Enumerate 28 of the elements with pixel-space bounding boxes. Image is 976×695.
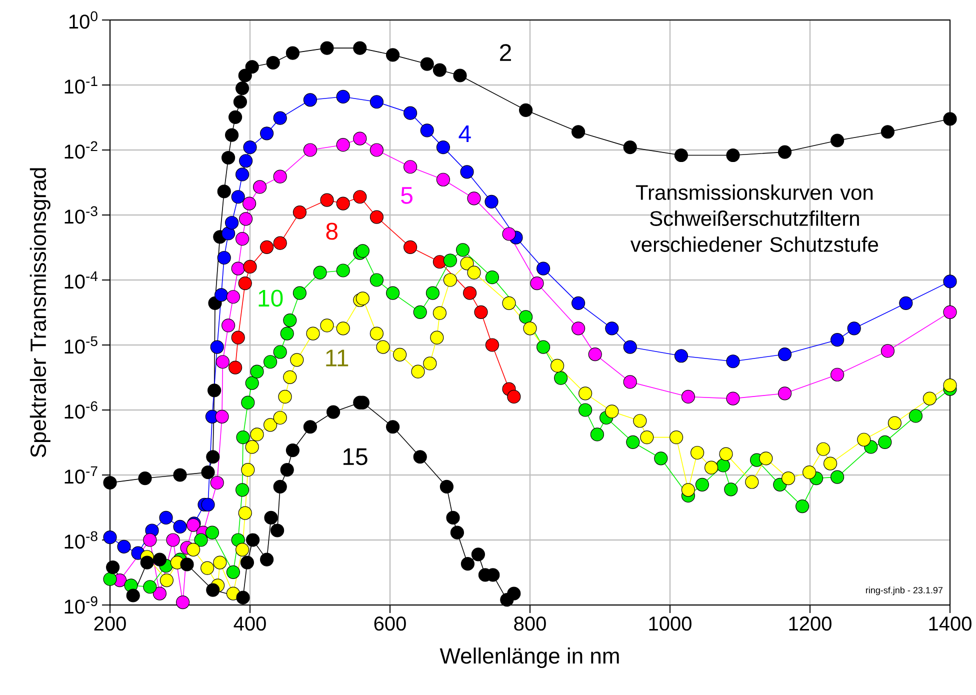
series-label: 8 (326, 222, 338, 240)
series-label: 10 (258, 290, 283, 307)
x-axis-title: Wellenlänge in nm (440, 648, 619, 668)
y-tick-label: 10$^{-6}$ (64, 401, 98, 419)
x-tick-label: 400 (234, 616, 266, 631)
annotation: ring-sf.jnb - 23.1.97 (866, 586, 942, 596)
y-tick-label: 10$^{-4}$ (64, 271, 98, 289)
series-label: 2 (500, 44, 511, 61)
y-tick-label: 10$^{-5}$ (64, 336, 98, 354)
x-tick-label: 200 (94, 616, 126, 631)
y-tick-label: 10$^{-7}$ (64, 466, 98, 484)
y-axis-title: Spektraler Transmissionsgrad (30, 168, 50, 458)
y-tick-label: 10$^{0}$ (69, 11, 98, 29)
x-tick-label: 1200 (789, 616, 832, 631)
y-tick-label: 10$^{-9}$ (64, 596, 98, 614)
annotation: Transmissionskurven von Schweißerschutzfiltern verschiedener Schutzstufe (630, 184, 878, 252)
y-tick-label: 10$^{-8}$ (64, 531, 98, 549)
x-tick-label: 600 (374, 616, 406, 631)
y-tick-label: 10$^{-1}$ (64, 76, 98, 94)
series-label: 4 (458, 125, 471, 142)
y-tick-label: 10$^{-2}$ (64, 141, 98, 159)
x-tick-label: 800 (514, 616, 546, 631)
series-label: 11 (326, 350, 348, 366)
x-tick-label: 1400 (929, 616, 972, 631)
y-tick-label: 10$^{-3}$ (64, 206, 98, 224)
series-label: 15 (343, 448, 368, 466)
x-tick-label: 1000 (649, 616, 692, 631)
series-label: 5 (401, 187, 412, 204)
